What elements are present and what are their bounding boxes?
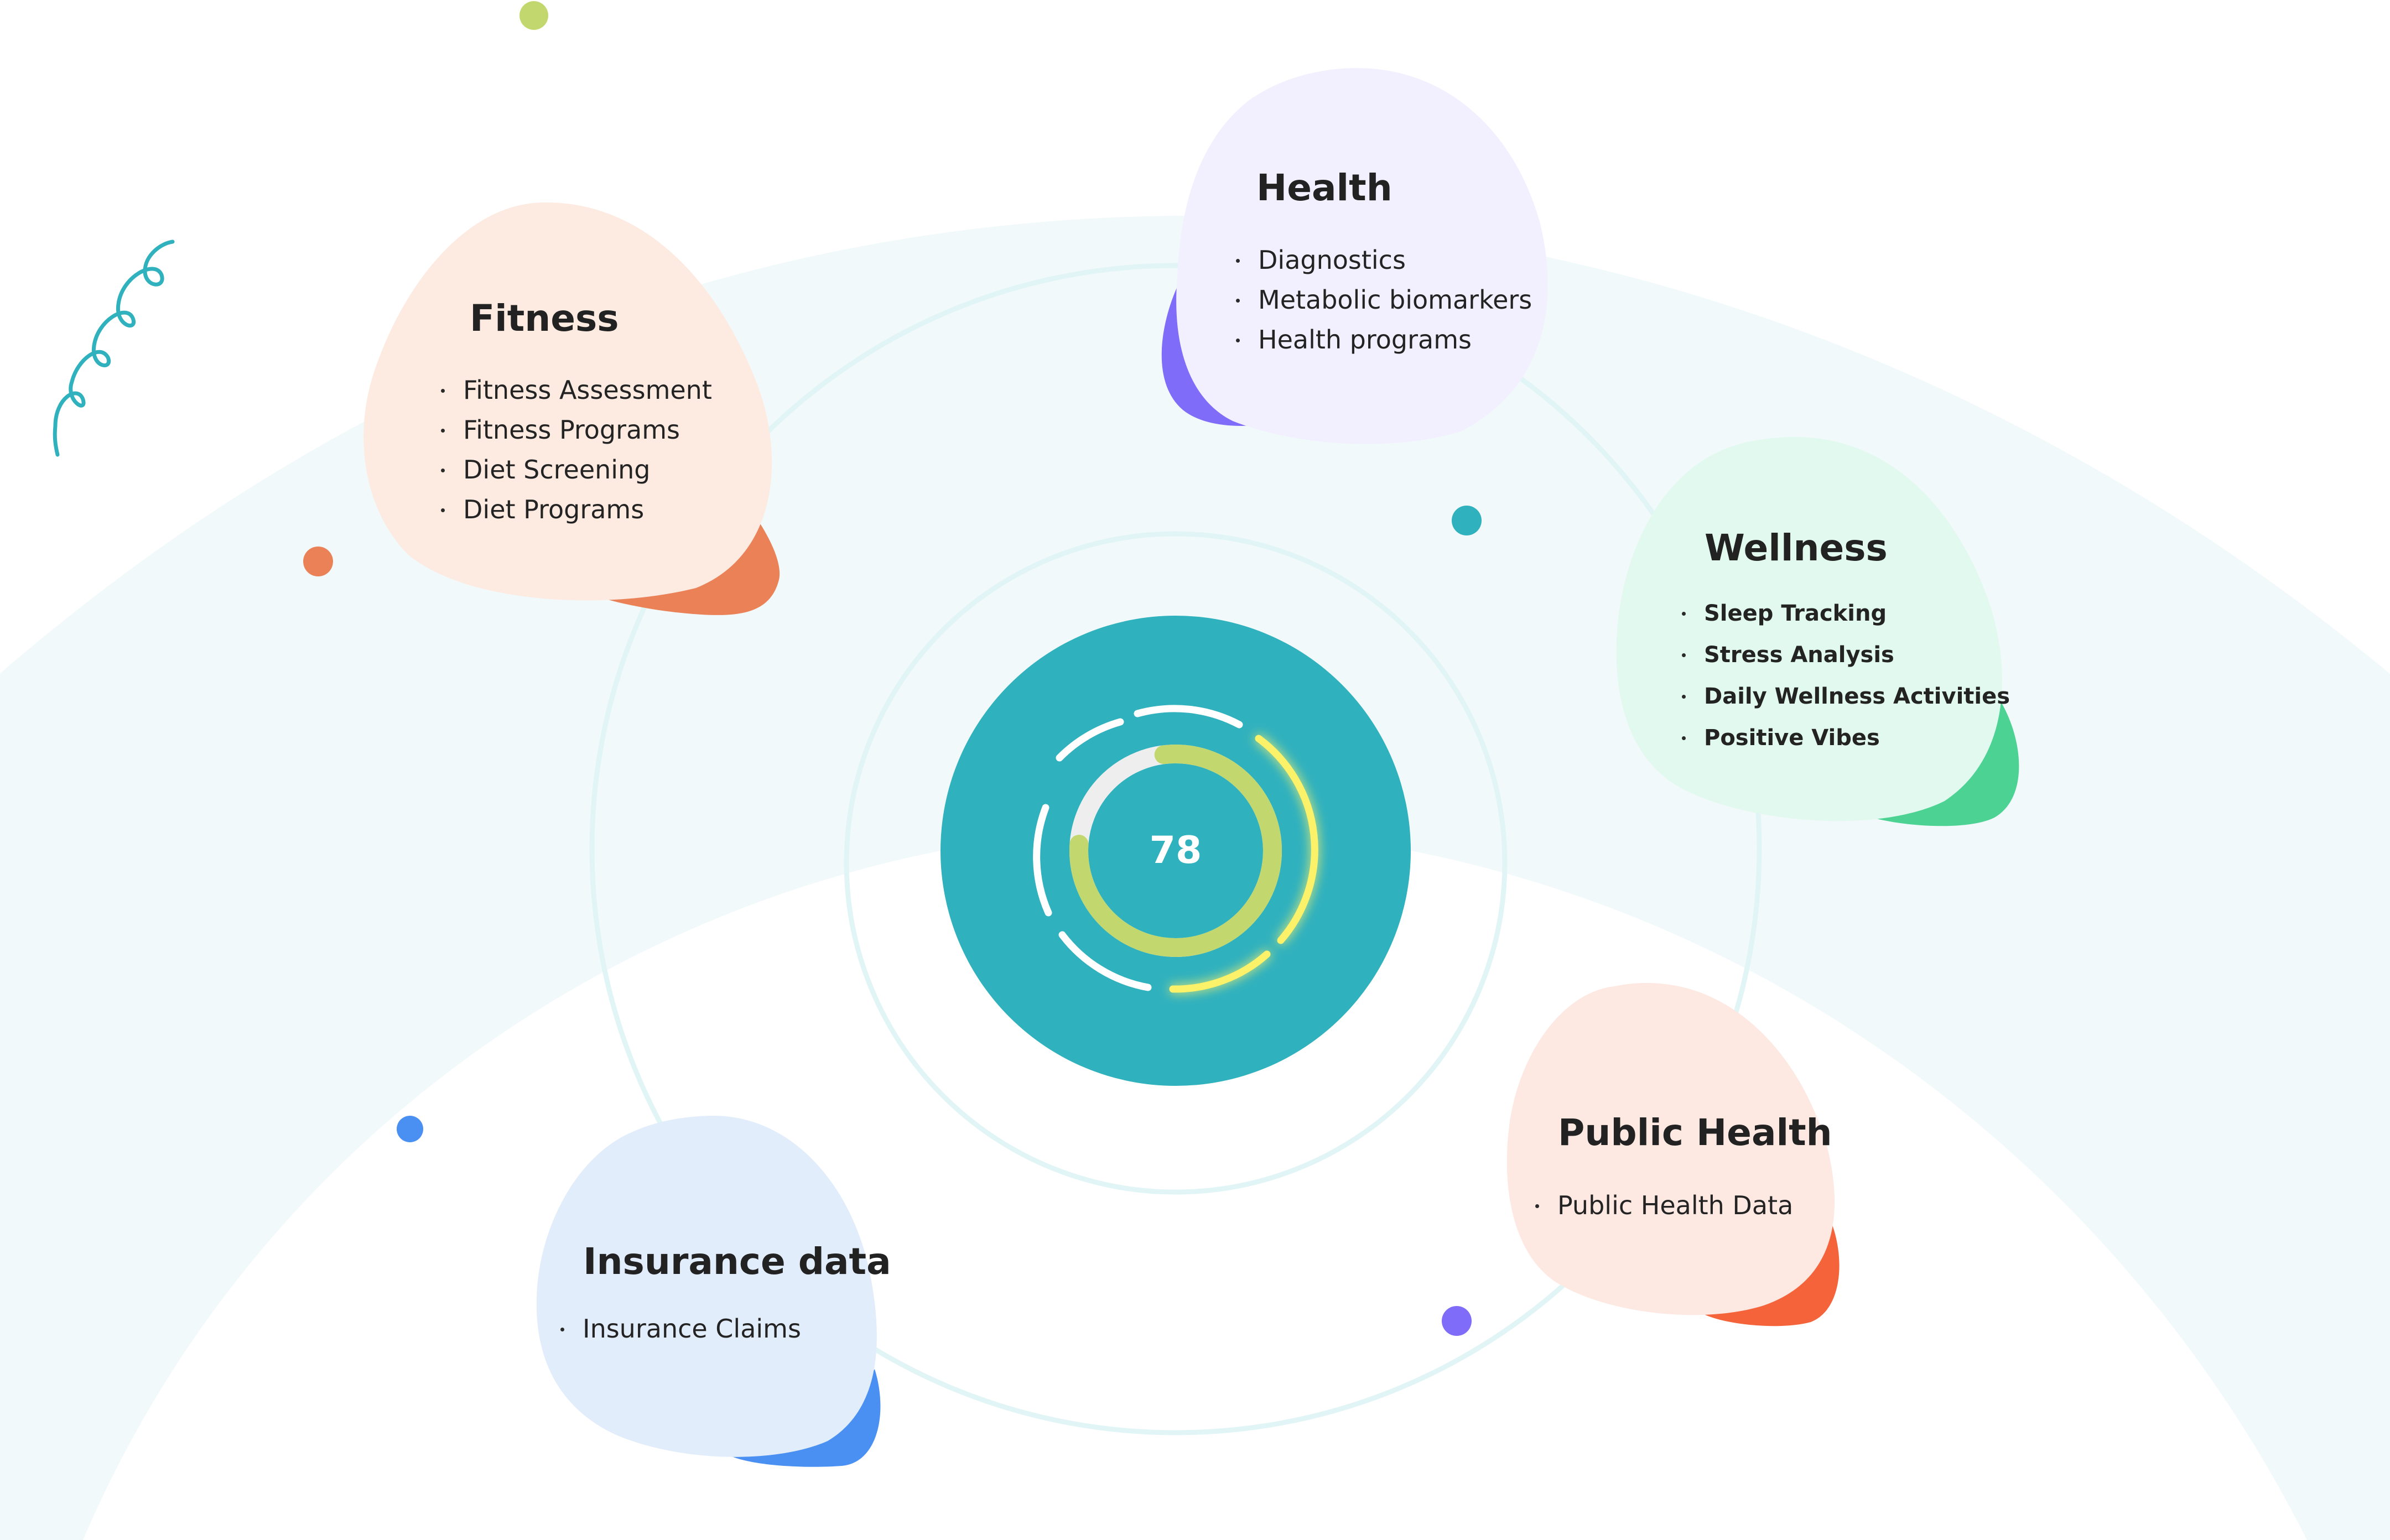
outer-ring-white-segment-upper-left <box>1056 718 1124 762</box>
fitness-item: Fitness Programs <box>438 410 712 450</box>
wellness-item: Sleep Tracking <box>1679 593 2010 634</box>
fitness-title: Fitness <box>470 297 619 340</box>
health-item: Health programs <box>1233 320 1532 360</box>
orbit-ring-inner <box>844 531 1508 1195</box>
insurance-title: Insurance data <box>583 1240 891 1283</box>
decorative-dot-teal <box>1452 506 1482 535</box>
wellness-item: Stress Analysis <box>1679 634 2010 676</box>
wellness-blob-shape <box>1616 436 2002 821</box>
outer-ring-white-segment-left <box>1033 804 1052 917</box>
health-list: Diagnostics Metabolic biomarkers Health … <box>1233 240 1532 360</box>
score-gauge-fill <box>1069 745 1282 957</box>
outer-ring-white-segment-top <box>1134 705 1243 729</box>
score-outer-ring <box>1033 705 1318 993</box>
fitness-item: Fitness Assessment <box>438 370 712 410</box>
insurance-item: Insurance Claims <box>557 1309 891 1349</box>
wellness-title: Wellness <box>1705 527 1888 569</box>
insurance-list: Insurance Claims <box>557 1309 891 1349</box>
wellness-item: Daily Wellness Activities <box>1679 676 2010 717</box>
wellness-list: Sleep Tracking Stress Analysis Daily Wel… <box>1679 593 2010 759</box>
insurance-blob-shape <box>536 1115 877 1457</box>
public-health-blob-shape <box>1506 982 1835 1315</box>
orbit-ring-outer <box>589 263 1762 1435</box>
fitness-blob-shape <box>363 202 772 601</box>
wellness-item: Positive Vibes <box>1679 717 2010 759</box>
health-blob-shape <box>1176 67 1548 444</box>
wellness-card: Wellness Sleep Tracking Stress Analysis … <box>1613 436 2025 826</box>
outer-ring-glow-segment-right <box>1255 735 1318 944</box>
public-health-item: Public Health Data <box>1532 1185 1832 1225</box>
decorative-dot-lime <box>519 1 548 30</box>
health-card: Health Diagnostics Metabolic biomarkers … <box>1150 67 1556 449</box>
fitness-card: Fitness Fitness Assessment Fitness Progr… <box>358 201 784 617</box>
score-value: 78 <box>1150 829 1202 872</box>
public-health-list: Public Health Data <box>1532 1185 1832 1225</box>
health-item: Metabolic biomarkers <box>1233 280 1532 320</box>
insurance-blob-accent <box>728 1369 881 1467</box>
health-title: Health <box>1256 167 1393 209</box>
public-health-title: Public Health <box>1558 1111 1832 1154</box>
insurance-card: Insurance data Insurance Claims <box>534 1115 891 1469</box>
health-item: Diagnostics <box>1233 240 1532 280</box>
decorative-dot-orange <box>303 547 333 576</box>
outer-ring-white-segment-bottom-left <box>1058 931 1152 991</box>
fitness-item: Diet Screening <box>438 450 712 490</box>
squiggle-decoration <box>53 240 175 457</box>
fitness-item: Diet Programs <box>438 490 712 529</box>
fitness-list: Fitness Assessment Fitness Programs Diet… <box>438 370 712 529</box>
decorative-dot-blue <box>397 1116 423 1142</box>
score-hub <box>941 616 1411 1086</box>
public-health-card: Public Health Public Health Data <box>1504 982 1844 1328</box>
outer-ring-glow-segment-bottom <box>1169 950 1271 993</box>
decorative-dot-purple <box>1442 1306 1472 1336</box>
